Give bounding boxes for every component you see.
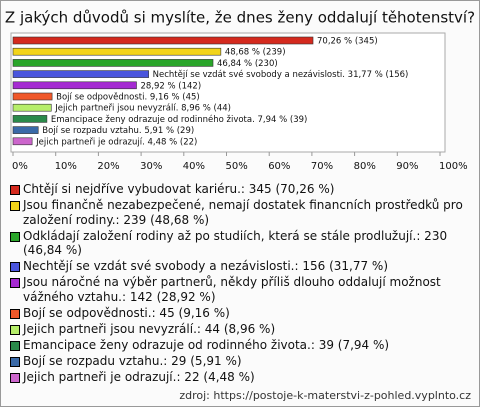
legend-item: Jejich partneři je odrazují.: 22 (4,48 %… [9, 370, 471, 385]
legend-item: Chtějí si nejdříve vybudovat kariéru.: 3… [9, 182, 471, 197]
x-tick-label: 50% [226, 161, 248, 172]
x-tick-label: 20% [97, 161, 119, 172]
bar [12, 115, 48, 123]
legend-swatch [10, 278, 20, 288]
bar [12, 81, 137, 90]
legend-label: Jejich partneři je odrazují.: 22 (4,48 %… [23, 369, 255, 384]
x-tick-label: 0% [12, 161, 28, 172]
source: zdroj: https://postoje-k-materstvi-z-poh… [179, 389, 471, 402]
legend-item: Nechtějí se vzdát své svobody a nezávisl… [9, 259, 471, 274]
bar [12, 92, 53, 101]
legend-swatch [10, 231, 20, 242]
x-tick-label: 90% [396, 161, 418, 172]
value-label: 46,84 % (230) [217, 59, 278, 69]
legend-label: Jsou finančně nezabezpečené, nemají dost… [23, 198, 463, 227]
legend-swatch [10, 372, 20, 383]
bar [12, 59, 214, 67]
x-tick-label: 100% [439, 161, 468, 172]
bar [12, 36, 314, 45]
legend-swatch [10, 201, 20, 211]
legend-label: Odkládají založení rodiny až po studiích… [23, 228, 448, 258]
value-label: Jejich partneři je odrazují. 4,48 % (22) [35, 137, 197, 147]
legend-item: Bojí se rozpadu vztahu.: 29 (5,91 %) [9, 354, 471, 369]
legend-label: Bojí se rozpadu vztahu.: 29 (5,91 %) [23, 353, 242, 368]
legend-swatch [10, 308, 20, 319]
bar [12, 70, 149, 78]
plot: Z jakých důvodů si myslíte, že dnes ženy… [5, 9, 475, 173]
legend-swatch [10, 185, 20, 195]
legend-item: Jsou finančně nezabezpečené, nemají dost… [9, 198, 471, 227]
x-tick-label: 10% [55, 161, 77, 172]
value-label: 70,26 % (345) [317, 37, 378, 47]
value-label: 48,68 % (239) [225, 48, 286, 58]
x-tick-label: 70% [311, 161, 333, 172]
legend-item: Jsou náročné na výběr partnerů, někdy př… [9, 275, 471, 304]
legend-item: Odkládají založení rodiny až po studiích… [9, 229, 471, 258]
legend-swatch [10, 356, 20, 367]
legend-swatch [10, 262, 20, 272]
value-label: Nechtějí se vzdát své svobody a nezávisl… [153, 69, 409, 80]
legend-label: Jejich partneři jsou nevyzrálí.: 44 (8,9… [23, 321, 276, 336]
legend-swatch [10, 340, 20, 351]
legend: Chtějí si nejdříve vybudovat kariéru.: 3… [9, 182, 471, 386]
x-tick-label: 80% [354, 161, 376, 172]
legend-label: Bojí se odpovědnosti.: 45 (9,16 %) [23, 305, 230, 320]
legend-label: Jsou náročné na výběr partnerů, někdy př… [23, 275, 441, 304]
bar [12, 137, 33, 146]
chart-title: Z jakých důvodů si myslíte, že dnes ženy… [5, 9, 475, 27]
legend-label: Chtějí si nejdříve vybudovat kariéru.: 3… [23, 182, 335, 196]
legend-label: Nechtějí se vzdát své svobody a nezávisl… [23, 259, 388, 273]
value-label: 28,92 % (142) [140, 81, 201, 91]
value-label: Bojí se rozpadu vztahu. 5,91 % (29) [42, 126, 194, 136]
legend-item: Emancipace ženy odrazuje od rodinného ži… [9, 338, 471, 353]
legend-swatch [10, 324, 20, 335]
value-label: Emancipace ženy odrazuje od rodinného ži… [51, 114, 307, 125]
value-label: Bojí se odpovědnosti. 9,16 % (45) [56, 93, 200, 103]
legend-item: Jejich partneři jsou nevyzrálí.: 44 (8,9… [9, 322, 471, 337]
bar [12, 126, 39, 134]
bar [12, 103, 52, 112]
legend-item: Bojí se odpovědnosti.: 45 (9,16 %) [9, 306, 471, 321]
legend-label: Emancipace ženy odrazuje od rodinného ži… [23, 337, 390, 352]
x-tick-label: 40% [183, 161, 205, 172]
x-tick-label: 30% [140, 161, 162, 172]
x-tick-label: 60% [268, 161, 290, 172]
value-label: Jejich partneři jsou nevyzrálí. 8,96 % (… [54, 104, 231, 114]
bar [12, 47, 222, 56]
